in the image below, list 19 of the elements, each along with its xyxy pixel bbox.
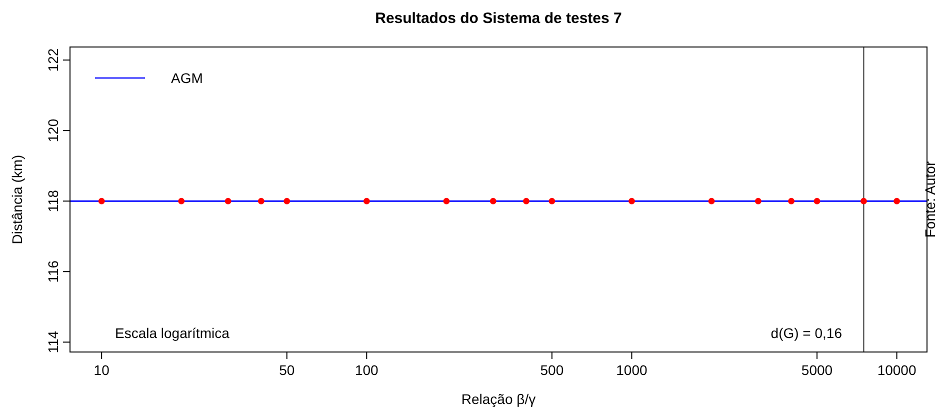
x-tick-label: 5000 [801,362,833,378]
x-tick-label: 50 [279,362,295,378]
y-tick-label: 120 [45,118,61,142]
legend-label: AGM [171,70,203,86]
x-tick-label: 100 [354,362,379,378]
chart-title: Resultados do Sistema de testes 7 [375,10,622,27]
annotation: d(G) = 0,16 [770,325,842,341]
x-tick-label: 500 [540,362,564,378]
y-tick-label: 114 [45,330,61,354]
x-tick-label: 1000 [616,362,648,378]
y-tick-label: 116 [45,260,61,283]
annotation: Escala logarítmica [115,325,230,341]
y-axis-title: Distância (km) [9,154,25,244]
y-tick-label: 118 [45,190,61,212]
x-tick-label: 10 [94,362,110,378]
x-axis-title: Relação β/γ [461,391,536,407]
y-tick-label: 122 [45,48,61,72]
annotation: Fonte: Autor [922,161,938,238]
x-tick-label: 10000 [877,362,916,378]
